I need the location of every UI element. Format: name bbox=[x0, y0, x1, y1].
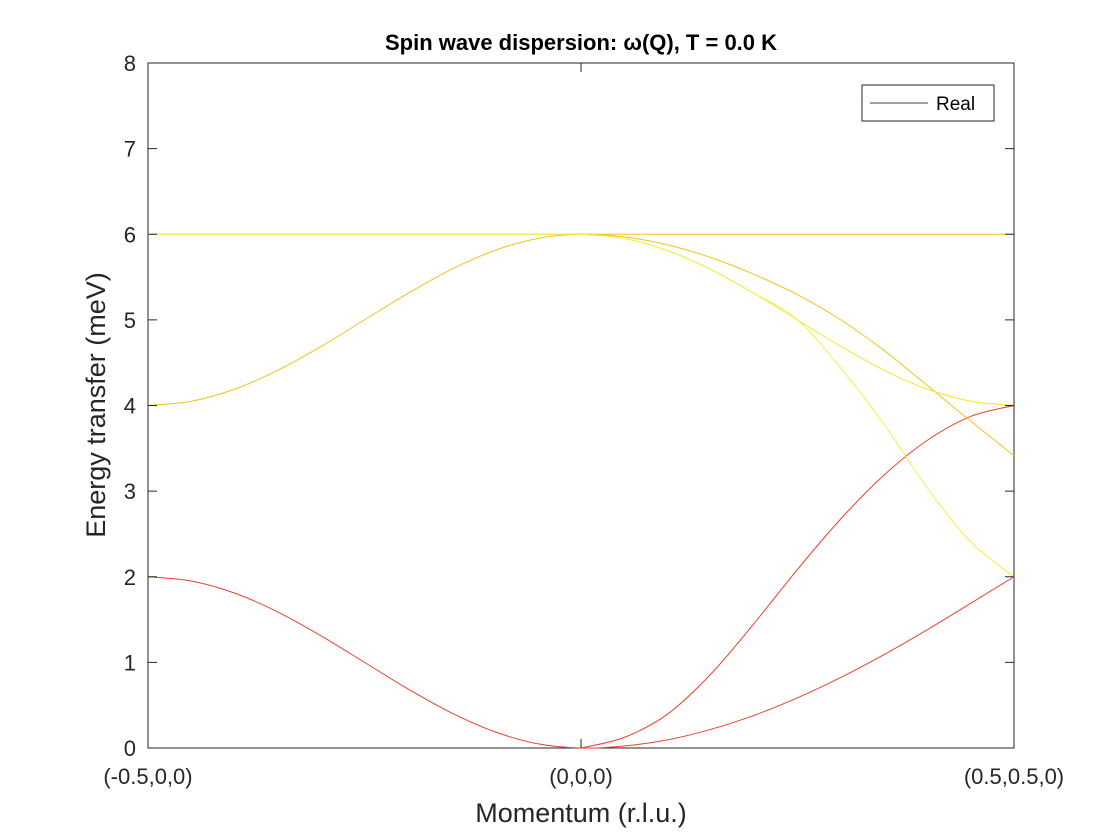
series-line-1 bbox=[580, 405, 1015, 749]
x-tick-label: (-0.5,0,0) bbox=[103, 764, 192, 789]
y-axis-label: Energy transfer (meV) bbox=[81, 272, 111, 538]
y-tick-label: 2 bbox=[124, 565, 136, 590]
y-tick-label: 0 bbox=[124, 736, 136, 761]
chart-title: Spin wave dispersion: ω(Q), T = 0.0 K bbox=[385, 30, 777, 55]
y-tick-label: 6 bbox=[124, 222, 136, 247]
y-tick-label: 8 bbox=[124, 51, 136, 76]
plot-area bbox=[147, 62, 1015, 749]
y-tick-label: 1 bbox=[124, 650, 136, 675]
series-line-5 bbox=[148, 233, 1015, 578]
x-ticks: (-0.5,0,0) (0,0,0) (0.5,0.5,0) bbox=[103, 63, 1064, 789]
y-tick-label: 3 bbox=[124, 479, 136, 504]
legend[interactable]: Real bbox=[861, 84, 995, 122]
x-axis-label: Momentum (r.l.u.) bbox=[475, 798, 687, 828]
x-tick-label: (0,0,0) bbox=[549, 764, 613, 789]
y-tick-label: 5 bbox=[124, 308, 136, 333]
y-tick-label: 4 bbox=[124, 394, 136, 419]
x-tick-label: (0.5,0.5,0) bbox=[964, 764, 1064, 789]
legend-label-real: Real bbox=[936, 94, 975, 115]
y-tick-label: 7 bbox=[124, 137, 136, 162]
series-layer bbox=[147, 233, 1015, 749]
y-ticks: 0 1 2 3 4 5 6 7 8 bbox=[124, 51, 1014, 761]
